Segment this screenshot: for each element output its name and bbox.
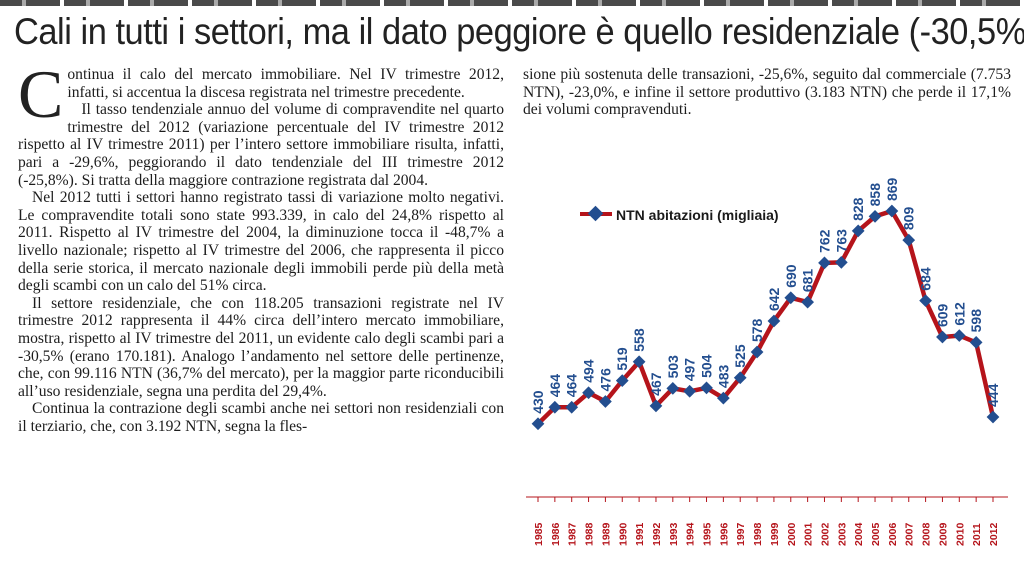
x-tick-label-2010: 2010 [954, 522, 966, 546]
data-point-2012 [986, 410, 1000, 424]
data-point-2010 [952, 329, 966, 342]
right-text-column: sione più sostenuta delle transazioni, -… [523, 66, 1011, 119]
data-label-1990: 519 [614, 347, 630, 371]
data-point-1994 [683, 384, 697, 398]
data-label-1986: 464 [547, 374, 563, 398]
data-label-2009: 609 [934, 303, 950, 327]
x-tick-label-2003: 2003 [836, 522, 848, 546]
data-label-1993: 503 [665, 355, 681, 379]
data-label-1997: 525 [732, 344, 748, 368]
series-line [535, 208, 996, 427]
data-label-2012: 444 [985, 383, 1001, 407]
data-label-1989: 476 [597, 368, 613, 392]
x-tick-label-2006: 2006 [887, 522, 899, 546]
data-label-1999: 642 [766, 287, 782, 311]
data-label-2003: 763 [833, 229, 849, 253]
x-tick-label-1988: 1988 [584, 522, 596, 546]
ntn-line-chart: NTN abitazioni (migliaia) 1985 1986 1987 19… [526, 177, 1008, 546]
x-tick-label-1986: 1986 [550, 522, 562, 546]
data-point-2007 [902, 233, 916, 247]
data-label-2007: 809 [901, 207, 917, 231]
x-tick-label-1996: 1996 [718, 522, 730, 546]
data-label-2011: 598 [968, 309, 984, 333]
chart-container: NTN abitazioni (migliaia) 1985 1986 1987 19… [522, 136, 1012, 557]
data-label-1992: 467 [648, 372, 664, 396]
data-point-1999 [767, 314, 781, 328]
data-point-2006 [885, 204, 899, 218]
data-label-2010: 612 [951, 302, 967, 326]
data-point-2001 [801, 295, 814, 309]
x-tick-label-1991: 1991 [634, 522, 646, 546]
x-tick-label-1994: 1994 [685, 522, 697, 546]
article-headline: Cali in tutti i settori, ma il dato pegg… [14, 11, 1024, 52]
data-label-2002: 762 [816, 229, 832, 253]
x-tick-label-1992: 1992 [651, 522, 663, 546]
data-markers [531, 204, 1000, 431]
data-label-1994: 497 [682, 358, 698, 382]
data-point-1991 [632, 355, 646, 369]
data-label-1988: 494 [581, 359, 597, 383]
x-tick-label-2012: 2012 [988, 522, 1000, 546]
x-tick-label-2011: 2011 [971, 523, 983, 546]
top-border-band [0, 0, 1024, 6]
data-point-1992 [649, 399, 663, 413]
x-tick-label-2004: 2004 [853, 522, 865, 546]
x-tick-label-1997: 1997 [735, 522, 747, 546]
data-label-2005: 858 [867, 183, 883, 207]
data-label-2004: 828 [850, 197, 866, 221]
data-point-1996 [717, 391, 730, 405]
data-point-2003 [834, 256, 848, 269]
x-tick-label-1995: 1995 [702, 522, 714, 546]
data-point-1987 [565, 400, 579, 414]
x-tick-label-1990: 1990 [617, 522, 629, 546]
x-tick-label-2001: 2001 [803, 522, 815, 546]
paragraph-5: Continua la contrazione degli scambi anc… [18, 400, 504, 435]
data-point-2002 [818, 256, 831, 270]
x-tick-label-1993: 1993 [668, 522, 680, 546]
chart-legend: NTN abitazioni (migliaia) [580, 205, 779, 223]
data-label-2006: 869 [884, 177, 900, 201]
x-tick-label-1985: 1985 [533, 522, 545, 546]
x-tick-label-2002: 2002 [819, 522, 831, 546]
x-tick-label-2000: 2000 [786, 522, 798, 546]
x-tick-label-1987: 1987 [567, 522, 579, 546]
data-label-2008: 684 [918, 267, 934, 291]
x-axis-ticks: 1985 1986 1987 1988 1989 1990 1991 1992 1993 1994… [533, 497, 1000, 546]
data-label-1991: 558 [631, 328, 647, 352]
data-label-1985: 430 [530, 390, 546, 414]
legend-marker-swatch [587, 205, 604, 222]
data-label-1998: 578 [749, 318, 765, 342]
x-tick-label-2005: 2005 [870, 522, 882, 546]
x-tick-label-1989: 1989 [600, 522, 612, 546]
x-tick-label-2007: 2007 [904, 522, 916, 546]
x-tick-label-2009: 2009 [937, 522, 949, 546]
right-paragraph: sione più sostenuta delle transazioni, -… [523, 66, 1011, 119]
paragraph-1-text: ontinua il calo del mercato immobiliare.… [67, 66, 504, 101]
x-tick-label-1999: 1999 [769, 522, 781, 546]
drop-cap: C [18, 56, 64, 132]
x-tick-label-2008: 2008 [921, 522, 933, 546]
paragraph-2: Il tasso tendenziale annuo del volume di… [18, 101, 504, 189]
data-label-2000: 690 [783, 264, 799, 288]
data-label-2001: 681 [800, 269, 816, 293]
data-label-1987: 464 [564, 374, 580, 398]
data-point-1995 [700, 381, 713, 395]
data-point-2011 [969, 335, 983, 349]
data-label-1996: 483 [715, 365, 731, 389]
x-tick-label-1998: 1998 [752, 522, 764, 546]
paragraph-3: Nel 2012 tutti i settori hanno registrat… [18, 189, 504, 295]
legend-label: NTN abitazioni (migliaia) [616, 207, 779, 223]
data-label-1995: 504 [699, 354, 715, 378]
paragraph-4: Il settore residenziale, che con 118.205… [18, 294, 504, 400]
